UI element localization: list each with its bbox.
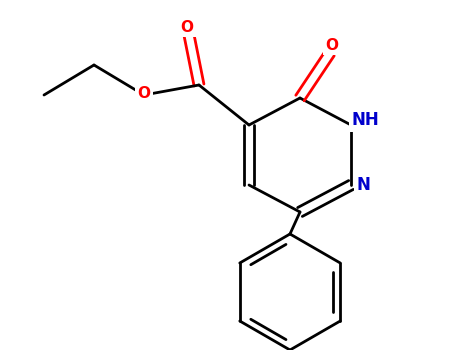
Text: O: O [325, 37, 339, 52]
Text: N: N [356, 176, 370, 194]
Text: O: O [181, 20, 193, 35]
Text: NH: NH [351, 111, 379, 129]
Text: O: O [137, 85, 151, 100]
